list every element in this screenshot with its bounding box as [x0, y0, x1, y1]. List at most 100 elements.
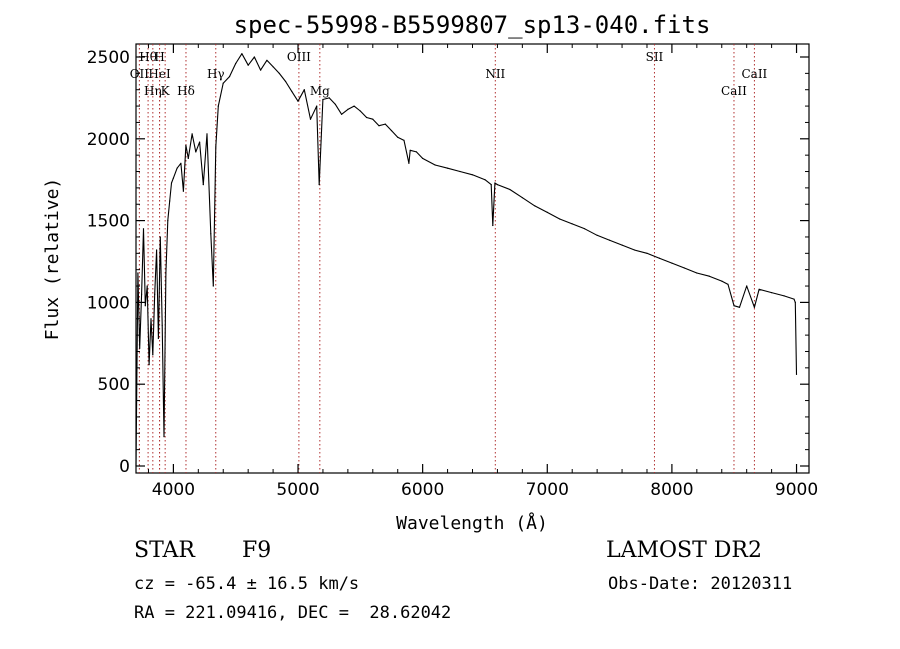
spectrum-point	[546, 211, 548, 213]
spectrum-point	[721, 280, 723, 282]
spectrum-point	[215, 146, 217, 148]
spectrum-line	[135, 53, 798, 467]
spectrum-point	[199, 141, 201, 143]
line-label: Hη	[144, 84, 162, 98]
spectrum-point	[241, 53, 243, 55]
spectrum-point	[795, 373, 798, 375]
spectrum-point	[571, 223, 573, 225]
spectrum-point	[683, 267, 686, 269]
observation-date: Obs-Date: 20120311	[608, 574, 793, 594]
spectrum-point	[167, 220, 169, 222]
spectrum-point	[696, 272, 698, 274]
y-tick-label: 500	[98, 375, 130, 395]
spectrum-point	[202, 184, 204, 186]
spectrum-point	[187, 157, 189, 159]
x-tick-label: 7000	[526, 480, 569, 500]
spectrum-point	[161, 324, 163, 326]
spectrum-point	[148, 364, 150, 366]
spectrum-point	[584, 228, 586, 230]
spectrum-point	[210, 233, 212, 235]
spectrum-point	[334, 103, 336, 105]
spectrum-point	[372, 118, 374, 120]
spectrum-point	[609, 239, 611, 241]
spectrum-point	[135, 465, 137, 467]
spectrum-point	[272, 66, 274, 68]
spectrum-point	[771, 292, 773, 294]
spectrum-point	[758, 288, 760, 290]
y-tick-label: 0	[119, 457, 130, 477]
spectrum-point	[347, 108, 349, 110]
spectrum-point	[297, 100, 299, 102]
spectrum-point	[353, 105, 355, 107]
spectrum-point	[509, 188, 511, 191]
spectrum-point	[152, 354, 154, 356]
spectrum-point	[163, 436, 165, 438]
spectrum-point	[621, 244, 623, 246]
line-label: Mg	[310, 84, 330, 98]
spectrum-point	[285, 80, 287, 83]
spectrum-point	[471, 174, 474, 176]
line-label: Hδ	[177, 84, 195, 98]
spectrum-point	[316, 105, 318, 107]
spectrum-point	[165, 272, 167, 274]
spectrum-point	[727, 283, 729, 285]
chart-title: spec-55998-B5599807_sp13-040.fits	[234, 11, 711, 39]
line-label: NII	[485, 67, 505, 81]
spectrum-point	[492, 224, 494, 227]
spectrum-point	[159, 236, 161, 238]
spectrum-point	[309, 118, 312, 120]
spectrum-point	[322, 98, 324, 101]
spectrum-point	[235, 62, 237, 65]
spectrum-point	[182, 190, 184, 192]
spectrum-point	[328, 97, 330, 99]
spectrum-point	[671, 262, 673, 264]
survey-name: LAMOST DR2	[606, 538, 762, 563]
x-tick-label: 9000	[775, 480, 818, 500]
coordinates: RA = 221.09416, DEC = 28.62042	[134, 603, 452, 623]
spectrum-point	[170, 182, 173, 184]
spectrum-point	[783, 295, 785, 297]
spectrum-point	[658, 257, 661, 259]
spectrum-point	[415, 151, 417, 153]
spectrum-point	[156, 249, 158, 251]
spectrum-point	[278, 72, 280, 74]
spectrum-point	[366, 116, 368, 119]
spectrum-point	[408, 162, 410, 164]
line-label: OII	[130, 67, 150, 81]
line-label: HeI	[148, 67, 171, 81]
line-label: K	[161, 84, 171, 98]
spectrum-point	[222, 82, 224, 84]
spectrum-point	[359, 110, 361, 112]
spectrum-series	[135, 53, 798, 467]
spectrum-point	[172, 177, 174, 179]
spectrum-point	[212, 285, 214, 287]
line-label: CaII	[721, 84, 747, 98]
spectrum-point	[266, 59, 268, 61]
spectrum-point	[484, 179, 486, 181]
x-tick-label: 5000	[276, 480, 319, 500]
spectrum-point	[793, 298, 795, 300]
spectrum-point	[384, 123, 386, 125]
spectrum-point	[253, 56, 255, 58]
line-label: Hγ	[207, 67, 225, 81]
line-label: OIII	[287, 50, 311, 64]
spectrum-point	[247, 64, 249, 66]
spectrum-point	[260, 69, 262, 71]
spectrum-point	[176, 167, 178, 169]
spectrum-point	[142, 228, 145, 230]
spectrum-point	[150, 318, 152, 320]
spectrum-point	[708, 275, 710, 277]
spectrum-point	[139, 347, 141, 349]
spectrum-point	[157, 337, 159, 339]
spectrum-point	[646, 252, 648, 254]
spectrum-point	[195, 151, 197, 153]
object-subclass: F9	[242, 538, 272, 563]
spectrum-point	[633, 249, 636, 251]
spectrum-point	[496, 184, 498, 186]
spectrum-point	[341, 113, 343, 115]
spectrum-point	[753, 306, 756, 308]
spectrum-point	[154, 293, 156, 295]
spectrum-point	[521, 197, 524, 199]
spectrum-point	[180, 162, 182, 164]
